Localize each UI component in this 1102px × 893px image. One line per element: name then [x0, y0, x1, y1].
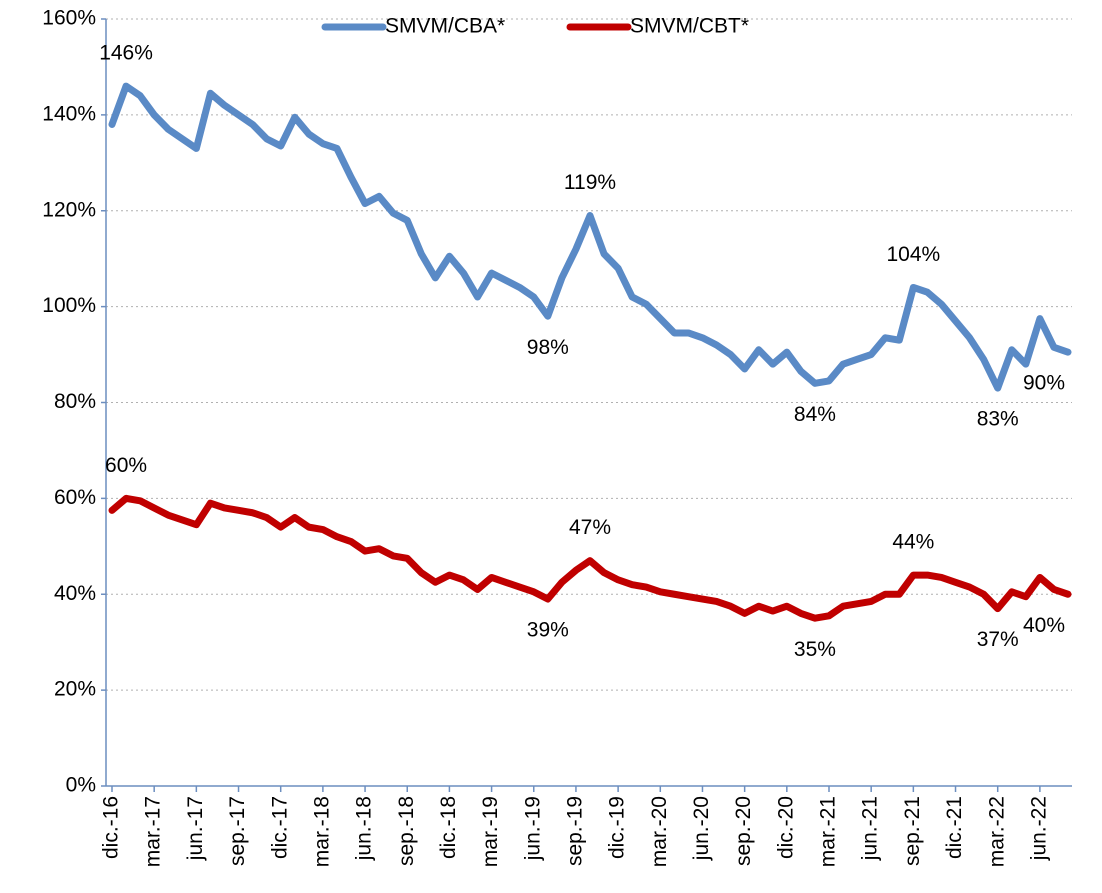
data-label: 104% — [886, 243, 940, 266]
x-tick-label: sep.-18 — [395, 796, 418, 866]
data-label: 40% — [1023, 614, 1065, 637]
legend-label: SMVM/CBT* — [630, 15, 749, 38]
data-label: 35% — [794, 638, 836, 661]
x-tick-label: dic.-17 — [268, 796, 291, 859]
data-label: 84% — [794, 403, 836, 426]
x-tick-label: sep.-20 — [732, 796, 755, 866]
data-label: 83% — [977, 408, 1019, 431]
data-label: 119% — [564, 171, 616, 194]
x-tick-label: dic.-20 — [774, 796, 797, 859]
x-tick-label: jun.-18 — [353, 796, 376, 861]
data-label: 44% — [892, 531, 934, 554]
x-tick-label: dic.-18 — [437, 796, 460, 859]
x-tick-label: jun.-19 — [521, 796, 544, 861]
y-tick-label: 100% — [42, 294, 96, 317]
x-tick-label: jun.-21 — [859, 796, 882, 861]
y-tick-label: 20% — [54, 678, 96, 701]
line-series — [108, 494, 1072, 622]
y-tick-label: 40% — [54, 582, 96, 605]
data-label: 60% — [105, 454, 147, 477]
y-tick-label: 0% — [66, 774, 96, 797]
data-label: 146% — [99, 42, 153, 65]
x-tick-label: sep.-19 — [563, 796, 586, 866]
x-tick-label: dic.-16 — [100, 796, 123, 859]
x-tick-label: dic.-21 — [943, 796, 966, 859]
y-tick-label: 160% — [42, 7, 96, 30]
data-label: 39% — [527, 619, 569, 642]
data-label: 98% — [527, 336, 569, 359]
x-tick-label: jun.-20 — [690, 796, 713, 861]
x-tick-label: mar.-21 — [817, 796, 840, 867]
y-tick-label: 140% — [42, 102, 96, 125]
x-tick-label: mar.-18 — [310, 796, 333, 867]
data-label: 37% — [977, 628, 1019, 651]
line-series — [108, 82, 1072, 392]
x-tick-label: sep.-17 — [226, 796, 249, 866]
x-tick-label: sep.-21 — [901, 796, 924, 866]
y-tick-label: 120% — [42, 198, 96, 221]
x-tick-label: mar.-19 — [479, 796, 502, 867]
data-label: 47% — [569, 516, 611, 539]
x-tick-label: mar.-17 — [142, 796, 165, 867]
data-label: 90% — [1023, 372, 1065, 395]
x-tick-label: mar.-22 — [985, 796, 1008, 867]
y-tick-label: 80% — [54, 390, 96, 413]
x-tick-label: jun.-22 — [1027, 796, 1050, 861]
x-tick-label: mar.-20 — [648, 796, 671, 867]
y-tick-label: 60% — [54, 486, 96, 509]
legend-label: SMVM/CBA* — [385, 15, 505, 38]
x-tick-label: dic.-19 — [606, 796, 629, 859]
x-tick-label: jun.-17 — [184, 796, 207, 861]
